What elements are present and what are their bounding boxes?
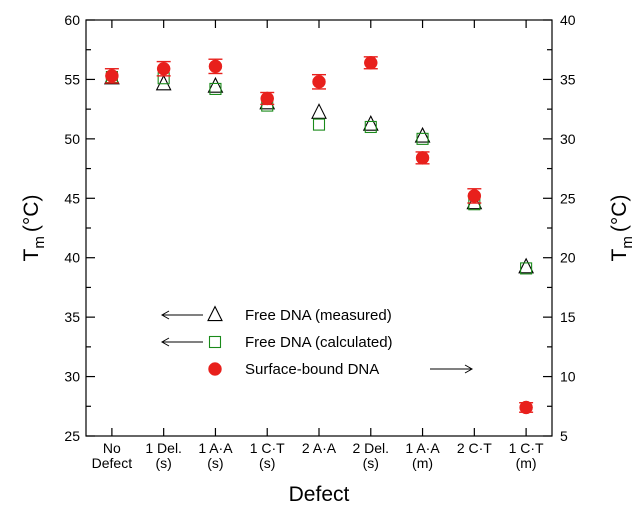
legend-entry-label: Free DNA (calculated) [245,334,393,351]
x-tick-label: 1 C·T [250,440,285,456]
right-tick-label: 10 [560,369,576,385]
legend-circle-marker [209,363,222,376]
x-tick-label: 1 C·T [509,440,544,456]
triangle-data-point [416,128,430,142]
circle-data-point [468,189,481,202]
legend-entry-label: Surface-bound DNA [245,361,379,378]
x-tick-label: (s) [156,455,172,471]
right-y-axis-title-main: T [608,248,631,261]
right-y-axis-title-text: Tm (°C) [608,195,636,262]
circle-data-point [364,56,377,69]
left-tick-label: 40 [64,250,80,266]
right-tick-label: 40 [560,12,576,28]
circle-data-point [209,60,222,73]
circle-data-point [416,151,429,164]
legend: Free DNA (measured) Free DNA (calculated)… [162,307,472,378]
left-tick-label: 55 [64,71,80,87]
triangle-data-point [312,104,326,118]
circle-data-point [520,401,533,414]
x-tick-label: 2 Del. [352,440,389,456]
circle-data-point [261,92,274,105]
x-tick-label: 1 A·A [198,440,233,456]
circle-data-point [157,62,170,75]
left-y-axis-title-text: Tm (°C) [20,195,48,262]
left-y-axis-title-unit: (°C) [20,195,43,233]
x-tick-label: 2 C·T [457,440,492,456]
right-tick-label: 20 [560,250,576,266]
right-y-axis-title-subscript: m [619,236,636,249]
right-tick-label: 15 [560,309,576,325]
right-tick-label: 30 [560,131,576,147]
x-tick-label: No [103,440,121,456]
left-tick-label: 35 [64,309,80,325]
legend-square-marker [210,337,221,348]
triangle-data-point [157,76,171,90]
left-y-axis-title: Tm (°C) [20,195,48,262]
x-tick-label: (s) [259,455,275,471]
circle-data-point [313,75,326,88]
legend-triangle-marker [208,307,222,321]
left-tick-label: 30 [64,369,80,385]
triangle-data-point [364,116,378,130]
x-tick-label: (s) [207,455,223,471]
right-y-axis-title: Tm (°C) [608,195,636,262]
x-tick-label: (m) [412,455,433,471]
left-y-axis-title-subscript: m [31,236,48,249]
legend-entry-label: Free DNA (measured) [245,307,392,324]
left-tick-label: 50 [64,131,80,147]
left-tick-label: 45 [64,190,80,206]
x-tick-label: 1 A·A [405,440,440,456]
right-tick-label: 25 [560,190,576,206]
left-tick-label: 25 [64,428,80,444]
x-tick-label: (s) [363,455,379,471]
right-tick-label: 35 [560,71,576,87]
left-y-axis-title-main: T [20,248,43,261]
square-data-point [521,263,532,274]
x-tick-label: Defect [92,455,133,471]
right-tick-label: 5 [560,428,568,444]
right-y-axis-title-unit: (°C) [608,195,631,233]
x-tick-label: 1 Del. [145,440,182,456]
circle-data-point [105,69,118,82]
left-tick-label: 60 [64,12,80,28]
triangle-data-point [208,78,222,92]
x-tick-label: 2 A·A [302,440,337,456]
x-axis-title: Defect [289,483,350,506]
square-data-point [314,119,325,130]
triangle-data-point [519,259,533,273]
x-tick-label: (m) [516,455,537,471]
